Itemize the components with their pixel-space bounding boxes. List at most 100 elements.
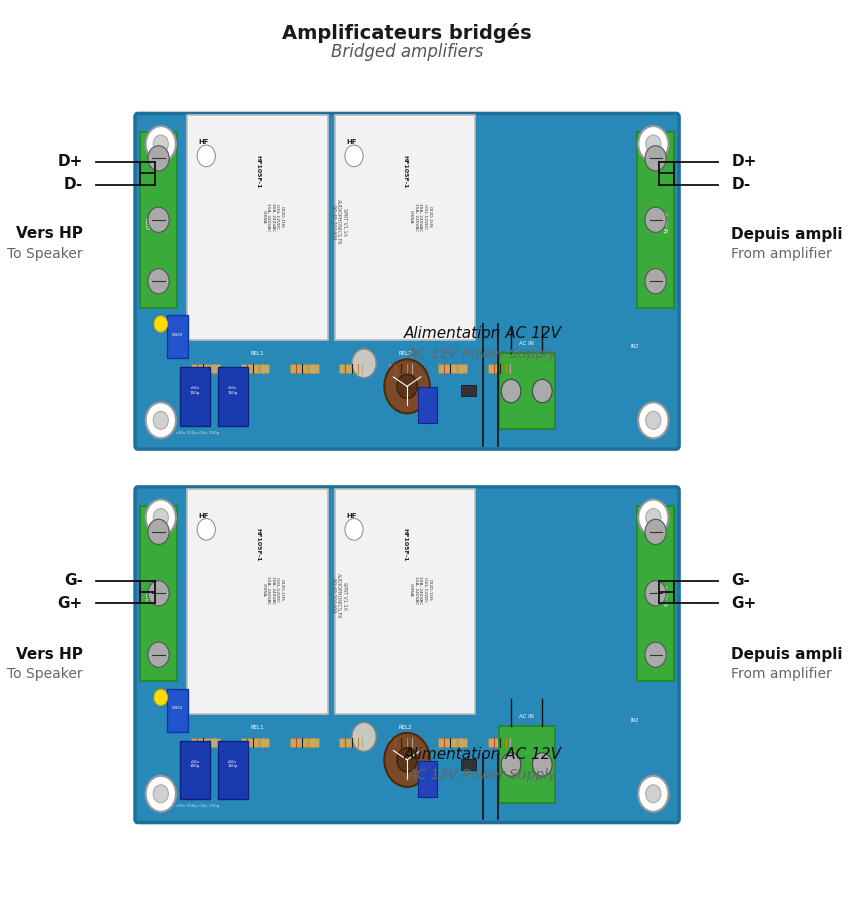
Bar <box>140 132 177 308</box>
Bar <box>167 688 188 732</box>
Circle shape <box>153 411 168 429</box>
Text: REL1: REL1 <box>251 724 264 730</box>
Text: OUT1: OUT1 <box>147 215 152 229</box>
Text: HF: HF <box>347 140 357 146</box>
Text: G-: G- <box>731 573 751 588</box>
Text: 012D-1HS
COIL:12VDC
30A, 240VAC
15A, 240VAC
CHINA: 012D-1HS COIL:12VDC 30A, 240VAC 15A, 240… <box>261 202 284 230</box>
Bar <box>461 385 476 396</box>
Text: From amplifier: From amplifier <box>731 247 832 261</box>
Text: Depuis ampli: Depuis ampli <box>731 227 843 241</box>
Text: Alimentation AC 12V: Alimentation AC 12V <box>404 326 562 340</box>
Circle shape <box>145 126 176 162</box>
Circle shape <box>153 508 168 526</box>
Text: To Speaker: To Speaker <box>7 247 82 261</box>
Text: r16v
150µ: r16v 150µ <box>228 386 238 395</box>
Text: To Speaker: To Speaker <box>7 667 82 681</box>
FancyBboxPatch shape <box>135 487 679 823</box>
Circle shape <box>145 776 176 812</box>
Circle shape <box>352 723 377 752</box>
Circle shape <box>397 374 417 399</box>
Bar <box>638 506 674 681</box>
Text: r16v 150µ r16v 150µ: r16v 150µ r16v 150µ <box>176 431 219 435</box>
Circle shape <box>352 349 377 378</box>
Circle shape <box>638 776 668 812</box>
Circle shape <box>646 508 661 526</box>
Text: D+: D+ <box>731 155 756 169</box>
Circle shape <box>645 642 666 667</box>
Text: OUT1: OUT1 <box>147 589 152 602</box>
Text: IN2: IN2 <box>630 345 638 349</box>
Bar <box>290 364 319 373</box>
Bar <box>241 364 269 373</box>
Circle shape <box>638 500 668 536</box>
Bar <box>218 741 248 799</box>
Bar <box>191 364 220 373</box>
Text: AC 12V Power Supply: AC 12V Power Supply <box>408 768 558 782</box>
Circle shape <box>148 642 169 667</box>
Text: HF: HF <box>199 513 209 519</box>
Text: Audio IN: Audio IN <box>662 212 667 232</box>
Circle shape <box>145 402 176 438</box>
Circle shape <box>148 146 169 171</box>
Text: HF105F-1: HF105F-1 <box>403 155 408 188</box>
Bar <box>488 364 517 373</box>
Text: G-: G- <box>64 573 82 588</box>
Text: r16v
150µ: r16v 150µ <box>190 760 200 769</box>
Circle shape <box>145 500 176 536</box>
Text: HF105F-1: HF105F-1 <box>255 528 260 562</box>
Circle shape <box>148 207 169 232</box>
Circle shape <box>646 135 661 153</box>
Bar <box>488 738 517 747</box>
Circle shape <box>645 580 666 606</box>
Text: G+: G+ <box>58 596 82 610</box>
Circle shape <box>153 135 168 153</box>
Bar <box>140 506 177 681</box>
Text: IN2: IN2 <box>630 718 638 723</box>
Bar <box>290 738 319 747</box>
Text: Audio IN: Audio IN <box>662 585 667 606</box>
Bar <box>461 759 476 769</box>
Text: From amplifier: From amplifier <box>731 667 832 681</box>
FancyBboxPatch shape <box>135 113 679 449</box>
Text: Vers HP: Vers HP <box>16 227 82 241</box>
Bar <box>498 726 555 803</box>
Bar <box>335 115 475 340</box>
Text: Amplificateurs bridgés: Amplificateurs bridgés <box>282 23 532 43</box>
Text: Alimentation AC 12V: Alimentation AC 12V <box>404 747 562 761</box>
Circle shape <box>384 733 430 787</box>
Circle shape <box>384 359 430 413</box>
Text: AC IN: AC IN <box>519 714 535 719</box>
Bar <box>389 738 417 747</box>
Text: Vers HP: Vers HP <box>16 647 82 662</box>
Circle shape <box>645 207 666 232</box>
Circle shape <box>502 379 521 403</box>
Text: 012D-1HS
COIL:12VDC
30A, 240VAC
15A, 240VAC
CHINA: 012D-1HS COIL:12VDC 30A, 240VAC 15A, 240… <box>261 576 284 604</box>
Text: AC IN: AC IN <box>519 340 535 346</box>
Circle shape <box>197 518 215 540</box>
Circle shape <box>154 689 167 706</box>
Bar <box>439 364 468 373</box>
Text: HF105F-1: HF105F-1 <box>255 155 260 188</box>
Bar <box>418 387 437 423</box>
Bar <box>638 132 674 308</box>
Circle shape <box>502 752 521 776</box>
Text: 012D-1HS
COIL:12VDC
30A, 240VAC
15A, 240VAC
CHINA: 012D-1HS COIL:12VDC 30A, 240VAC 15A, 240… <box>409 576 432 604</box>
Circle shape <box>148 519 169 544</box>
Text: HF: HF <box>199 140 209 146</box>
Circle shape <box>532 752 552 776</box>
Text: Depuis ampli: Depuis ampli <box>731 647 843 662</box>
Circle shape <box>645 268 666 293</box>
Bar <box>335 489 475 714</box>
Bar <box>389 364 417 373</box>
Text: HF: HF <box>347 513 357 519</box>
Bar <box>191 738 220 747</box>
Bar <box>439 738 468 747</box>
Circle shape <box>645 519 666 544</box>
Text: W103: W103 <box>172 333 183 337</box>
Text: W103: W103 <box>172 706 183 710</box>
Circle shape <box>345 518 363 540</box>
Text: D+: D+ <box>58 155 82 169</box>
Text: AC 12V Power Supply: AC 12V Power Supply <box>408 346 558 361</box>
Bar <box>218 367 248 426</box>
Circle shape <box>638 126 668 162</box>
